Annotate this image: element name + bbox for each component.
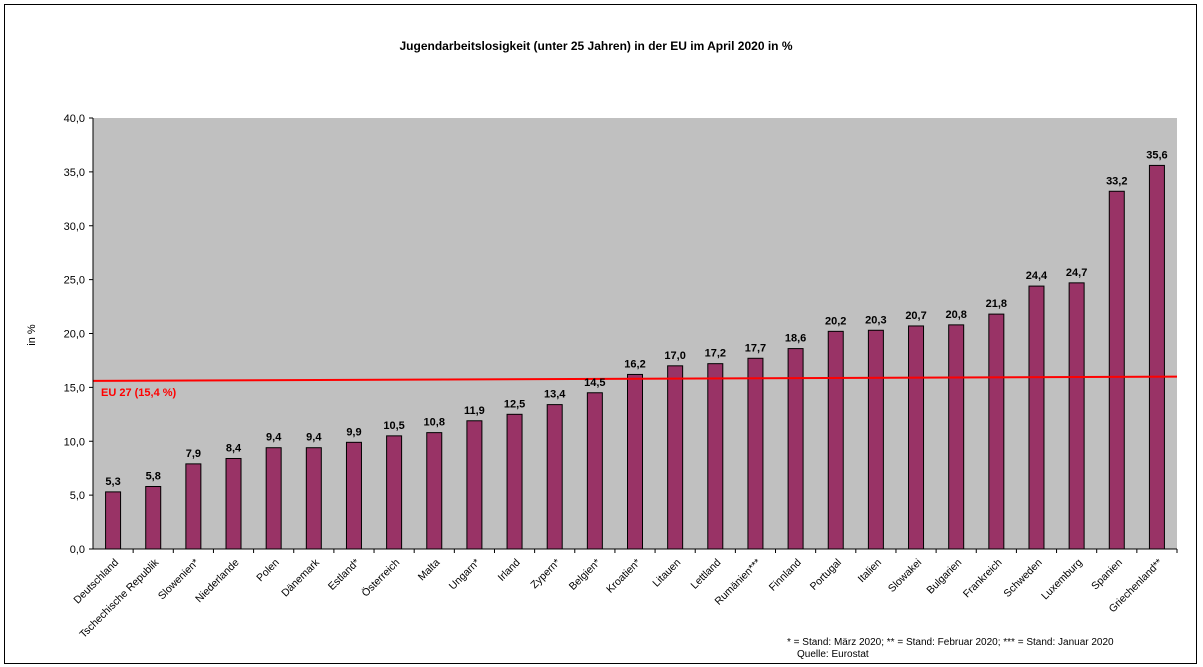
data-label: 9,9 — [346, 426, 361, 438]
data-label: 20,8 — [945, 309, 966, 321]
y-tick-label: 35,0 — [64, 167, 85, 179]
y-tick-label: 0,0 — [70, 544, 85, 556]
data-label: 17,7 — [745, 342, 766, 354]
bar — [546, 404, 563, 550]
y-tick-label: 10,0 — [64, 436, 85, 448]
x-tick-label: Estland* — [326, 557, 362, 593]
data-label: 10,5 — [383, 420, 404, 432]
data-label: 9,4 — [306, 432, 322, 444]
data-label: 9,4 — [266, 432, 282, 444]
footnote-source: Quelle: Eurostat — [797, 649, 869, 660]
x-tick-label: Ungarn* — [447, 557, 483, 593]
footnote-stand: * = Stand: März 2020; ** = Stand: Februa… — [787, 637, 1114, 648]
data-label: 20,2 — [825, 315, 846, 327]
x-tick-label: Tschechische Republik — [77, 556, 162, 641]
data-label: 13,4 — [544, 389, 566, 401]
bar — [948, 324, 965, 550]
bar — [1028, 285, 1045, 550]
y-tick-label: 15,0 — [64, 382, 85, 394]
data-label: 8,4 — [226, 442, 242, 454]
x-tick-label: Niederlande — [193, 557, 242, 606]
data-label: 5,3 — [105, 476, 120, 488]
bar — [707, 363, 724, 550]
data-label: 17,2 — [705, 348, 726, 360]
x-tick-label: Polen — [254, 557, 282, 585]
bar — [265, 447, 282, 550]
x-tick-label: Bulgarien — [924, 557, 964, 597]
bar — [827, 330, 844, 550]
data-label: 33,2 — [1106, 175, 1127, 187]
x-tick-label: Italien — [856, 557, 884, 585]
y-tick-label: 40,0 — [64, 113, 85, 125]
x-tick-label: Finnland — [767, 557, 804, 594]
x-tick-label: Malta — [416, 557, 443, 584]
x-tick-label: Lettland — [689, 557, 724, 592]
x-tick-label: Litauen — [650, 557, 683, 590]
bar-chart: Jugendarbeitslosigkeit (unter 25 Jahren)… — [26, 39, 1178, 641]
x-tick-label: Kroatien* — [604, 557, 643, 596]
bar — [667, 365, 684, 550]
bar — [586, 392, 603, 550]
bar — [145, 486, 162, 550]
x-tick-label: Belgien* — [567, 557, 603, 593]
x-tick-label: Portugal — [808, 557, 844, 593]
y-tick-label: 20,0 — [64, 329, 85, 341]
bar — [988, 313, 1005, 550]
x-tick-label: Luxemburg — [1039, 557, 1085, 603]
eu27-reference-label: EU 27 (15,4 %) — [101, 387, 177, 399]
bar — [185, 463, 202, 550]
bar — [105, 491, 122, 550]
data-label: 24,4 — [1026, 270, 1048, 282]
data-label: 17,0 — [664, 350, 685, 362]
data-label: 10,8 — [424, 417, 445, 429]
data-label: 20,3 — [865, 314, 886, 326]
bar — [908, 325, 925, 550]
bar — [1108, 190, 1125, 550]
data-label: 20,7 — [905, 310, 926, 322]
x-tick-label: Frankreich — [961, 557, 1005, 601]
x-tick-label: Slowakei — [886, 557, 924, 595]
x-tick-label: Irland — [496, 557, 523, 584]
data-label: 16,2 — [624, 358, 645, 370]
data-label: 35,6 — [1146, 149, 1167, 161]
data-label: 21,8 — [986, 298, 1007, 310]
bar — [747, 357, 764, 550]
data-label: 24,7 — [1066, 267, 1087, 279]
bar — [1148, 164, 1165, 550]
eu27-reference-line — [92, 375, 1178, 382]
bar — [506, 413, 523, 550]
chart-title: Jugendarbeitslosigkeit (unter 25 Jahren)… — [400, 39, 793, 53]
data-label: 18,6 — [785, 333, 806, 345]
data-label: 12,5 — [504, 398, 525, 410]
data-label: 7,9 — [186, 448, 201, 460]
chart-frame: Jugendarbeitslosigkeit (unter 25 Jahren)… — [4, 4, 1197, 664]
y-tick-label: 30,0 — [64, 221, 85, 233]
x-tick-label: Dänemark — [279, 556, 322, 599]
bar — [627, 373, 643, 550]
bar — [305, 447, 322, 550]
data-label: 5,8 — [146, 471, 161, 483]
bar — [386, 435, 403, 550]
x-tick-label: Zypern* — [528, 557, 562, 591]
bar — [345, 441, 362, 550]
bar — [466, 420, 483, 550]
bar — [225, 457, 242, 550]
data-label: 14,5 — [584, 377, 605, 389]
bar — [867, 329, 884, 550]
y-tick-label: 25,0 — [64, 275, 85, 287]
x-tick-label: Österreich — [359, 557, 402, 600]
bar — [1068, 282, 1085, 550]
data-label: 11,9 — [464, 405, 485, 417]
x-tick-label: Spanien — [1089, 557, 1125, 593]
bar — [426, 432, 443, 550]
y-tick-label: 5,0 — [70, 490, 85, 502]
y-axis-label: in % — [26, 324, 38, 346]
